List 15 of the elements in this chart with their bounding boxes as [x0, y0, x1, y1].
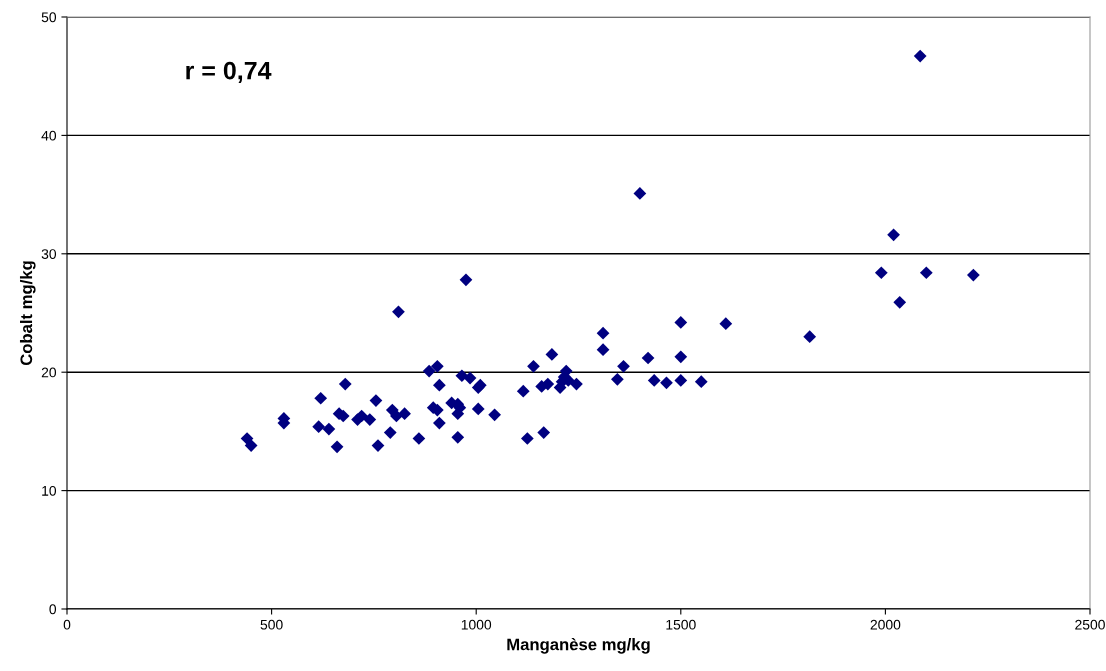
x-tick-label: 2500	[1075, 619, 1105, 630]
annotation: r = 0,74	[186, 61, 272, 84]
y-axis-title: Cobalt mg/kg	[19, 261, 36, 366]
y-tick-label: 30	[41, 249, 57, 259]
y-tick-label: 20	[41, 367, 57, 378]
x-tick-label: 0	[63, 619, 71, 630]
x-tick-label: 500	[260, 619, 283, 630]
x-tick-label: 1500	[666, 619, 696, 630]
y-tick-label: 40	[41, 130, 57, 141]
y-tick-label: 10	[42, 485, 57, 496]
y-tick-label: 0	[49, 604, 57, 615]
y-tick-label: 50	[41, 12, 57, 23]
x-axis-title: Manganèse mg/kg	[507, 637, 650, 654]
x-tick-label: 2000	[870, 619, 901, 630]
x-tick-label: 1000	[461, 619, 492, 630]
